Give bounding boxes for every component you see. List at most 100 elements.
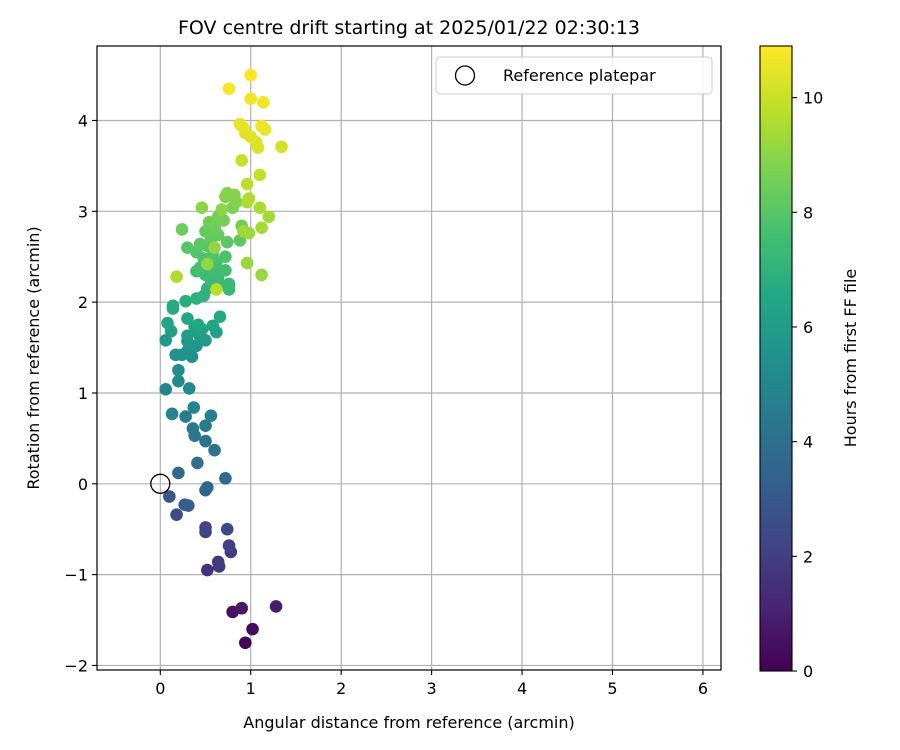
axis-ticks: 0 1 2 3 4 5 6 −2 −1 0 1 2 3 4 [64,111,708,698]
data-point [219,264,232,277]
data-point [159,383,173,396]
data-point [202,215,216,229]
data-point [172,374,185,388]
data-point [208,443,221,457]
data-point [219,472,232,485]
data-point [237,121,250,135]
x-tick-label: 6 [698,679,708,698]
x-tick-label: 1 [246,679,256,698]
data-point [182,499,195,512]
data-point [240,177,254,191]
colorbar-tick-label: 0 [803,662,813,681]
data-point [222,539,236,552]
data-point [244,92,258,105]
y-tick-label: 4 [78,111,88,130]
data-point [246,622,259,636]
data-point [219,250,232,264]
data-point [181,241,194,254]
y-tick-label: −2 [64,656,88,675]
data-point [193,237,207,251]
data-point [187,401,201,414]
data-point [191,456,204,470]
data-point [255,221,268,234]
y-tick-label: 3 [78,202,88,221]
legend-reference-marker [454,65,476,86]
plot-frame [96,45,722,671]
x-tick-label: 2 [336,679,346,698]
legend: Reference platepar [435,56,713,95]
legend-label-reference: Reference platepar [503,66,656,85]
data-point [210,283,223,296]
data-point [166,299,180,313]
data-point [208,241,221,254]
data-point [182,382,196,395]
data-point [215,203,229,216]
data-point [253,168,267,182]
x-tick-label: 4 [517,679,527,698]
colorbar-tick-label: 2 [803,547,813,566]
data-point [206,319,220,333]
reference-platepar-marker [150,473,171,494]
colorbar-label: Hours from first FF file [841,269,860,448]
data-points [159,68,288,650]
data-point [255,119,268,133]
colorbar-tick-label: 6 [803,318,813,337]
data-point [191,318,205,332]
data-point [253,201,267,214]
data-point [161,316,174,330]
data-point [199,434,212,448]
data-point [201,563,214,577]
y-tick-label: 1 [78,384,88,403]
x-tick-label: 3 [427,679,437,698]
chart-title: FOV centre drift starting at 2025/01/22 … [178,17,640,39]
data-point [199,419,212,432]
data-point [275,140,288,154]
data-point [255,268,268,282]
data-point [170,270,183,284]
data-point [199,521,212,534]
y-tick-label: 2 [78,293,88,312]
data-point [242,192,256,205]
data-point [159,333,173,347]
data-point [235,154,248,167]
data-point [195,201,209,214]
data-point [222,277,236,291]
colorbar: 0 2 4 6 8 10 Hours from first FF file [759,45,860,681]
y-axis-label: Rotation from reference (arcmin) [24,226,43,489]
data-point [222,82,236,95]
reference-marker-layer [150,473,171,494]
data-point [163,490,176,503]
data-point [179,294,192,308]
data-point [242,226,256,240]
legend-box [435,56,713,95]
data-point [211,555,225,569]
data-point [235,601,248,615]
data-point [269,600,283,613]
data-point [179,410,192,423]
y-tick-label: −1 [64,566,88,585]
data-point [240,256,254,270]
data-point [220,522,234,536]
colorbar-tick-label: 8 [803,203,813,222]
data-point [213,310,227,323]
data-point [239,636,252,650]
colorbar-ticks: 0 2 4 6 8 10 [792,89,823,681]
data-point [262,210,276,224]
data-point [181,329,194,343]
data-point [175,348,189,362]
x-tick-label: 0 [155,679,165,698]
data-point [175,223,189,236]
colorbar-gradient [759,45,793,672]
data-point [201,257,214,271]
data-point [220,235,234,249]
data-point [186,422,200,435]
x-axis-label: Angular distance from reference (arcmin) [243,713,574,732]
y-tick-label: 0 [78,475,88,494]
data-point [201,481,214,494]
colorbar-tick-label: 4 [803,433,813,452]
data-point [257,96,270,109]
data-point [199,333,212,347]
data-point [165,407,179,421]
data-point [204,409,218,422]
